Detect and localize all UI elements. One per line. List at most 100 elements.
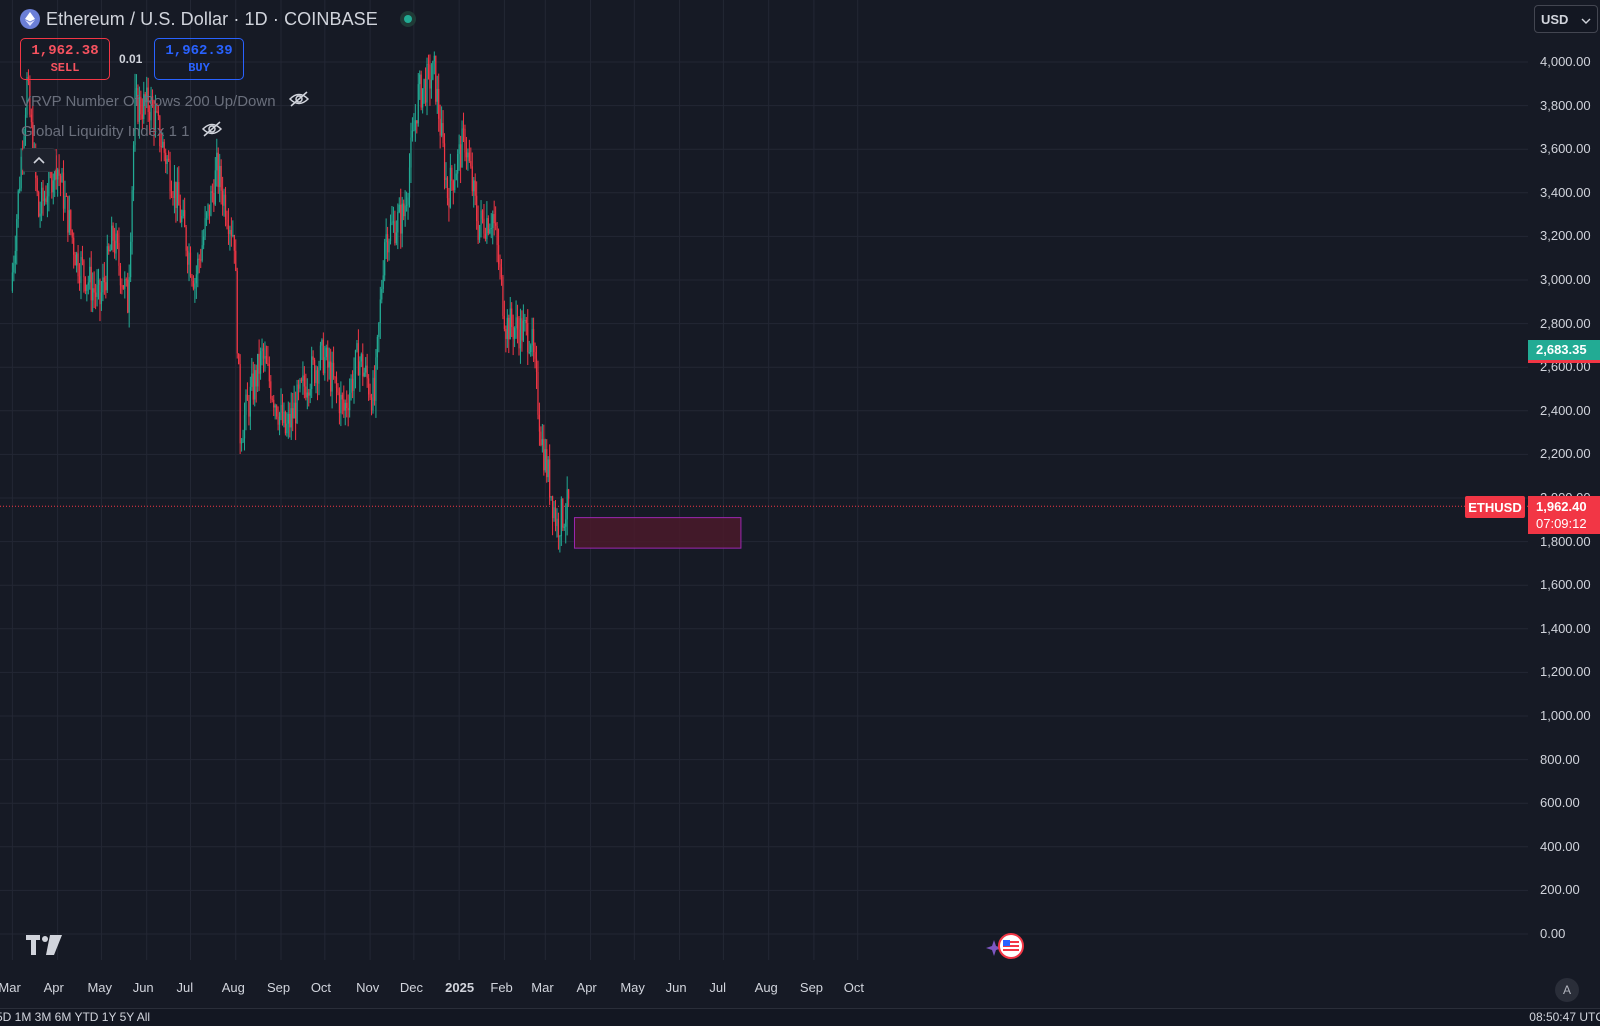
candle-body bbox=[427, 64, 430, 66]
candle-body bbox=[87, 282, 89, 285]
candle-body bbox=[11, 272, 13, 291]
indicator-vrvp[interactable]: VRVP Number Of Rows 200 Up/Down bbox=[21, 91, 310, 111]
candle-body bbox=[528, 352, 530, 354]
candle-body bbox=[36, 177, 38, 193]
price-tick-label: 1,800.00 bbox=[1540, 533, 1591, 549]
candle-body bbox=[140, 96, 142, 115]
candle-body bbox=[509, 308, 511, 340]
candle-body bbox=[270, 381, 272, 399]
price-tick-label: 3,200.00 bbox=[1540, 228, 1591, 244]
auto-scale-button[interactable]: A bbox=[1555, 978, 1579, 1002]
candle-body bbox=[213, 192, 215, 205]
candle-body bbox=[460, 144, 462, 168]
candle-body bbox=[343, 399, 345, 411]
candle-body bbox=[395, 232, 397, 244]
candle-body bbox=[248, 400, 250, 417]
candle-body bbox=[433, 55, 435, 62]
candle-body bbox=[122, 285, 124, 289]
candle-body bbox=[360, 354, 362, 362]
candle-body bbox=[318, 367, 320, 384]
candle-body bbox=[40, 187, 43, 214]
candle-body bbox=[430, 79, 432, 89]
bottom-toolbar: 5D 1M 3M 6M YTD 1Y 5Y All 08:50:47 UTC bbox=[0, 1008, 1600, 1026]
candle-body bbox=[319, 345, 322, 368]
range-buttons[interactable]: 5D 1M 3M 6M YTD 1Y 5Y All bbox=[0, 1010, 151, 1024]
candle-body bbox=[328, 361, 330, 368]
candle-body bbox=[115, 233, 117, 254]
candle-body bbox=[436, 88, 438, 102]
candle-body bbox=[203, 236, 205, 246]
candle-body bbox=[197, 258, 199, 275]
candle-body bbox=[392, 221, 395, 223]
time-tick-label: Oct bbox=[843, 980, 864, 995]
candle-body bbox=[346, 402, 348, 409]
candle-body bbox=[462, 128, 465, 130]
time-tick-label: Jul bbox=[176, 980, 194, 995]
candle-body bbox=[48, 164, 50, 197]
candle-body bbox=[121, 285, 123, 287]
candle-body bbox=[255, 370, 257, 387]
candle-body bbox=[207, 204, 209, 213]
candle-body bbox=[108, 246, 110, 252]
candle-body bbox=[470, 161, 472, 167]
candle-body bbox=[423, 79, 425, 89]
candle-body bbox=[338, 392, 341, 414]
candle-body bbox=[496, 225, 498, 246]
sell-label: SELL bbox=[50, 61, 80, 75]
candle-body bbox=[105, 282, 107, 291]
candle-body bbox=[102, 277, 104, 293]
candle-body bbox=[314, 359, 316, 383]
sell-button[interactable]: 1,962.38 SELL bbox=[20, 38, 110, 80]
candle-body bbox=[55, 155, 57, 180]
time-tick-label: Aug bbox=[221, 980, 245, 995]
candle-body bbox=[84, 277, 86, 291]
utc-clock: 08:50:47 UTC bbox=[1529, 1010, 1600, 1024]
symbol-header[interactable]: Ethereum / U.S. Dollar · 1D · COINBASE bbox=[20, 8, 416, 30]
buy-button[interactable]: 1,962.39 BUY bbox=[154, 38, 244, 80]
candle-body bbox=[23, 136, 25, 158]
ethereum-icon bbox=[20, 9, 40, 29]
candle-body bbox=[490, 227, 492, 229]
time-tick-label: May bbox=[620, 980, 645, 995]
tradingview-logo[interactable] bbox=[26, 935, 62, 960]
candle-body bbox=[157, 111, 159, 116]
candle-body bbox=[324, 357, 326, 374]
collapse-indicators-button[interactable] bbox=[22, 148, 56, 172]
candle-body bbox=[118, 243, 120, 266]
price-tick-label: 600.00 bbox=[1540, 795, 1580, 811]
candle-body bbox=[414, 120, 416, 131]
candle-body bbox=[93, 288, 95, 293]
candle-body bbox=[299, 379, 301, 389]
candle-body bbox=[292, 408, 294, 419]
chart-grid bbox=[0, 0, 1528, 960]
currency-select[interactable]: USD bbox=[1534, 5, 1598, 33]
candle-body bbox=[201, 245, 203, 261]
symbol-title[interactable]: Ethereum / U.S. Dollar · 1D · COINBASE bbox=[46, 8, 378, 29]
candle-body bbox=[506, 317, 508, 339]
candle-body bbox=[217, 152, 219, 188]
eye-off-icon[interactable] bbox=[201, 121, 223, 141]
indicator-global-liquidity[interactable]: Global Liquidity Index 1 1 bbox=[21, 121, 223, 141]
candle-body bbox=[505, 329, 507, 339]
candle-body bbox=[541, 439, 543, 446]
candle-body bbox=[154, 110, 157, 130]
candle-body bbox=[518, 329, 520, 349]
candle-body bbox=[246, 394, 249, 401]
candle-body bbox=[544, 449, 546, 471]
time-tick-label: Sep bbox=[799, 980, 824, 995]
candle-body bbox=[522, 320, 524, 341]
candle-body bbox=[464, 128, 466, 153]
candle-body bbox=[467, 152, 469, 158]
candle-body bbox=[344, 402, 346, 411]
candle-body bbox=[188, 252, 190, 265]
candle-body bbox=[178, 182, 180, 206]
candle-body bbox=[149, 112, 151, 121]
candle-body bbox=[182, 210, 184, 217]
eye-off-icon[interactable] bbox=[288, 91, 310, 111]
candle-body bbox=[200, 259, 202, 261]
candle-body bbox=[376, 336, 378, 358]
candle-body bbox=[251, 373, 253, 387]
price-tick-label: 3,800.00 bbox=[1540, 97, 1591, 113]
candle-body bbox=[286, 423, 288, 434]
